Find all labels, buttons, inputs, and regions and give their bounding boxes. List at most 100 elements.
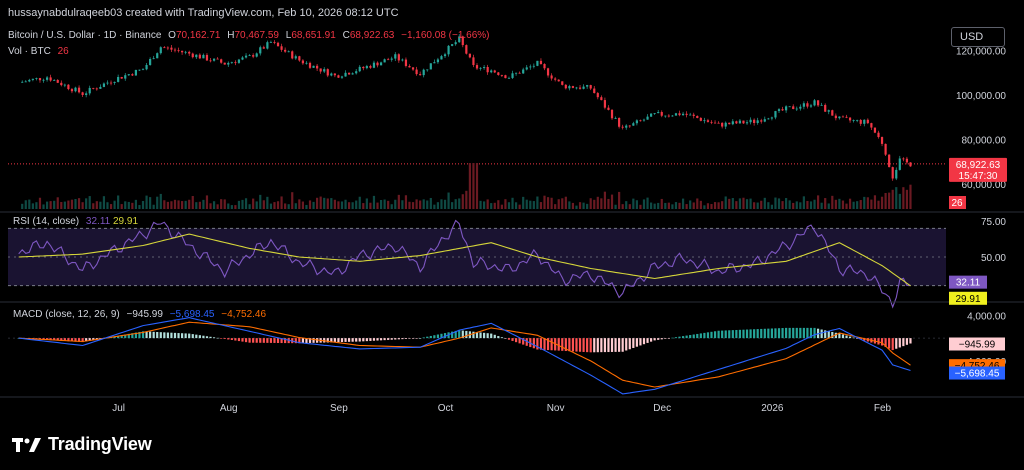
candle-body: [376, 62, 379, 66]
svg-text:−945.99: −945.99: [959, 340, 996, 351]
volume-bar: [827, 203, 830, 209]
histogram-bar: [387, 338, 390, 340]
candle-body: [593, 88, 596, 94]
histogram-bar: [376, 338, 379, 341]
candle-body: [703, 120, 706, 122]
price-tick-label: 60,000.00: [962, 180, 1007, 191]
macd-pane[interactable]: 4,000.00−4,000.00: [8, 311, 1006, 395]
volume-bar: [767, 202, 770, 209]
candle-body: [628, 125, 631, 127]
volume-bar: [458, 198, 461, 209]
histogram-bar: [351, 338, 354, 342]
histogram-bar: [504, 338, 507, 339]
candle-body: [816, 100, 820, 106]
volume-bar: [170, 201, 173, 209]
volume-bar: [28, 199, 31, 209]
candle-body: [749, 119, 752, 123]
candle-body: [241, 57, 244, 60]
volume-bar: [724, 196, 727, 209]
volume-bar: [266, 196, 269, 209]
candle-body: [21, 81, 24, 83]
histogram-bar: [472, 331, 475, 339]
histogram-bar: [372, 338, 376, 341]
candle-body: [180, 50, 184, 53]
candle-body: [681, 113, 685, 116]
histogram-bar: [138, 331, 141, 339]
histogram-bar: [618, 338, 621, 352]
candle-body: [578, 87, 582, 89]
candle-body: [546, 68, 550, 76]
candle-body: [390, 58, 393, 60]
candle-body: [266, 42, 269, 49]
macd-legend: MACD (close, 12, 26, 9) −945.99 −5,698.4…: [13, 309, 267, 320]
histogram-bar: [522, 338, 525, 345]
histogram-bar: [479, 332, 482, 339]
volume-bar: [287, 204, 290, 209]
volume-bar: [149, 197, 152, 209]
candle-body: [806, 103, 809, 107]
rsi-axis: 75.00 50.00: [981, 217, 1006, 264]
volume-bar: [376, 202, 379, 209]
price-tick-label: 120,000.00: [956, 46, 1006, 57]
volume-bar: [529, 200, 532, 209]
histogram-bar: [753, 329, 756, 339]
histogram-bar: [422, 337, 425, 339]
histogram-bar: [209, 336, 212, 339]
currency-button[interactable]: USD: [951, 27, 1005, 47]
volume-bar: [141, 201, 145, 209]
volume-bar: [522, 196, 525, 209]
volume-bar: [845, 203, 848, 209]
candle-body: [696, 115, 699, 118]
histogram-bar: [607, 338, 610, 353]
volume-bar: [166, 201, 169, 209]
volume-bar: [77, 198, 81, 209]
histogram-bar: [443, 333, 447, 339]
candle-body: [653, 113, 656, 114]
histogram-bar: [674, 337, 678, 339]
candle-body: [618, 117, 621, 127]
volume-bar: [735, 201, 738, 209]
volume-bar: [461, 194, 464, 209]
volume-bar: [99, 201, 102, 209]
candle-body: [198, 54, 201, 59]
histogram-bar: [845, 335, 848, 339]
histogram-bar: [898, 338, 901, 348]
histogram-bar: [60, 338, 63, 341]
volume-bar: [152, 204, 155, 209]
volume-bar: [909, 184, 912, 209]
candle-body: [188, 51, 191, 54]
candle-body: [358, 66, 361, 72]
candle-body: [461, 36, 464, 46]
volume-bar: [390, 204, 393, 209]
histogram-bar: [191, 334, 194, 339]
histogram-bar: [905, 338, 909, 345]
histogram-bar: [308, 338, 312, 343]
candle-body: [415, 69, 418, 75]
candle-body: [451, 44, 454, 46]
histogram-bar: [625, 338, 628, 351]
candle-body: [866, 119, 869, 124]
volume-bar: [131, 202, 134, 209]
volume-bar: [60, 201, 63, 209]
candle-body: [74, 87, 77, 92]
volume-bar: [74, 199, 77, 209]
candle-body: [838, 116, 841, 119]
histogram-bar: [159, 332, 162, 339]
candle-body: [742, 120, 745, 124]
price-pane[interactable]: 120,000.00 100,000.00 80,000.00 60,000.00: [8, 34, 1006, 209]
candle-body: [244, 55, 248, 58]
candle-body: [529, 66, 532, 68]
rsi-pane[interactable]: 75.00 50.00: [8, 217, 1006, 309]
candle-body: [31, 78, 34, 80]
candle-body: [859, 119, 862, 124]
candle-body: [706, 120, 710, 122]
histogram-bar: [806, 327, 809, 339]
candle-body: [891, 167, 894, 179]
candle-body: [85, 93, 88, 96]
candle-body: [230, 62, 233, 64]
volume-bar: [856, 201, 859, 209]
svg-text:26: 26: [951, 198, 963, 209]
candle-body: [536, 60, 539, 66]
candle-body: [145, 64, 148, 70]
